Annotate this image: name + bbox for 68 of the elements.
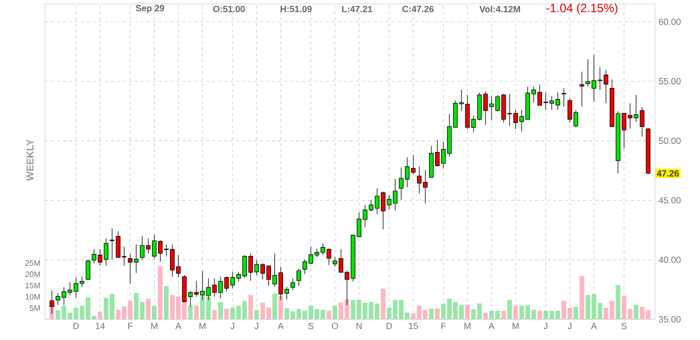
bar xyxy=(164,286,169,320)
y-tick-label: 45.00 xyxy=(658,197,681,204)
annotation: O:51.00 xyxy=(213,6,245,12)
bar xyxy=(158,266,163,320)
bar xyxy=(380,288,386,320)
annotation: H:51.09 xyxy=(280,6,312,12)
x-tick-label: A xyxy=(175,322,182,329)
x-tick-label: A xyxy=(488,322,495,329)
x-tick-label: J xyxy=(230,322,234,330)
candlestick xyxy=(580,71,584,107)
bar xyxy=(483,312,488,320)
bar xyxy=(537,310,542,320)
bar xyxy=(507,300,512,320)
x-tick-label: M xyxy=(151,322,158,329)
bar xyxy=(272,294,278,320)
bar xyxy=(98,312,102,320)
bar xyxy=(146,298,151,320)
bar xyxy=(580,276,584,320)
x-tick-label: D xyxy=(73,322,79,329)
x-tick-label: M xyxy=(512,322,519,329)
candlestick xyxy=(562,88,566,107)
x-tick-label: J xyxy=(544,322,548,330)
x-tick-label: D xyxy=(386,322,392,329)
bar xyxy=(224,308,229,320)
bar xyxy=(634,304,638,320)
annotation: Vol:4.12M xyxy=(479,6,520,12)
x-tick-label: 14 xyxy=(96,322,105,329)
bar xyxy=(218,302,223,320)
bar xyxy=(574,306,578,320)
bar xyxy=(194,306,199,320)
candlestick xyxy=(80,276,84,288)
x-tick-label: F xyxy=(441,322,446,329)
bar xyxy=(332,306,338,320)
x-tick-label: S xyxy=(621,322,627,330)
annotation: L:47.21 xyxy=(342,6,372,12)
y-tick-label: 60.00 xyxy=(658,18,681,25)
bar xyxy=(188,306,193,320)
y-tick-label: 35.00 xyxy=(658,316,681,322)
bar xyxy=(501,310,506,320)
bar xyxy=(248,294,253,320)
x-tick-label: M xyxy=(199,322,206,329)
y-tick-label: 55.00 xyxy=(658,78,681,84)
x-tick-label: J xyxy=(568,322,572,330)
x-tick-label: M xyxy=(464,322,470,329)
x-tick-label: O xyxy=(332,322,338,330)
x-tick-label: J xyxy=(254,322,258,330)
annotation: C:47.26 xyxy=(402,6,434,12)
y-tick-label: 50.00 xyxy=(658,138,681,144)
x-tick-label: A xyxy=(278,322,284,329)
x-tick-label: 15 xyxy=(408,322,418,330)
annotation: -1.04 (2.15%) xyxy=(546,3,618,15)
text: WEEKLY xyxy=(26,139,34,181)
bar xyxy=(616,284,620,320)
bar xyxy=(326,310,332,320)
candlestick xyxy=(86,259,90,280)
x-tick-label: S xyxy=(308,322,314,330)
bar xyxy=(428,308,434,320)
bar xyxy=(465,304,470,320)
x-tick-label: F xyxy=(128,322,133,329)
candlestick xyxy=(296,268,302,286)
bar xyxy=(212,310,217,320)
annotation: 47.26 xyxy=(656,170,679,177)
x-tick-label: N xyxy=(356,322,362,329)
annotation: Sep 29 xyxy=(136,4,164,14)
x-tick-label: A xyxy=(590,322,597,329)
bar xyxy=(435,308,440,320)
y-tick-label: 40.00 xyxy=(658,256,681,263)
candlestick xyxy=(290,278,296,290)
